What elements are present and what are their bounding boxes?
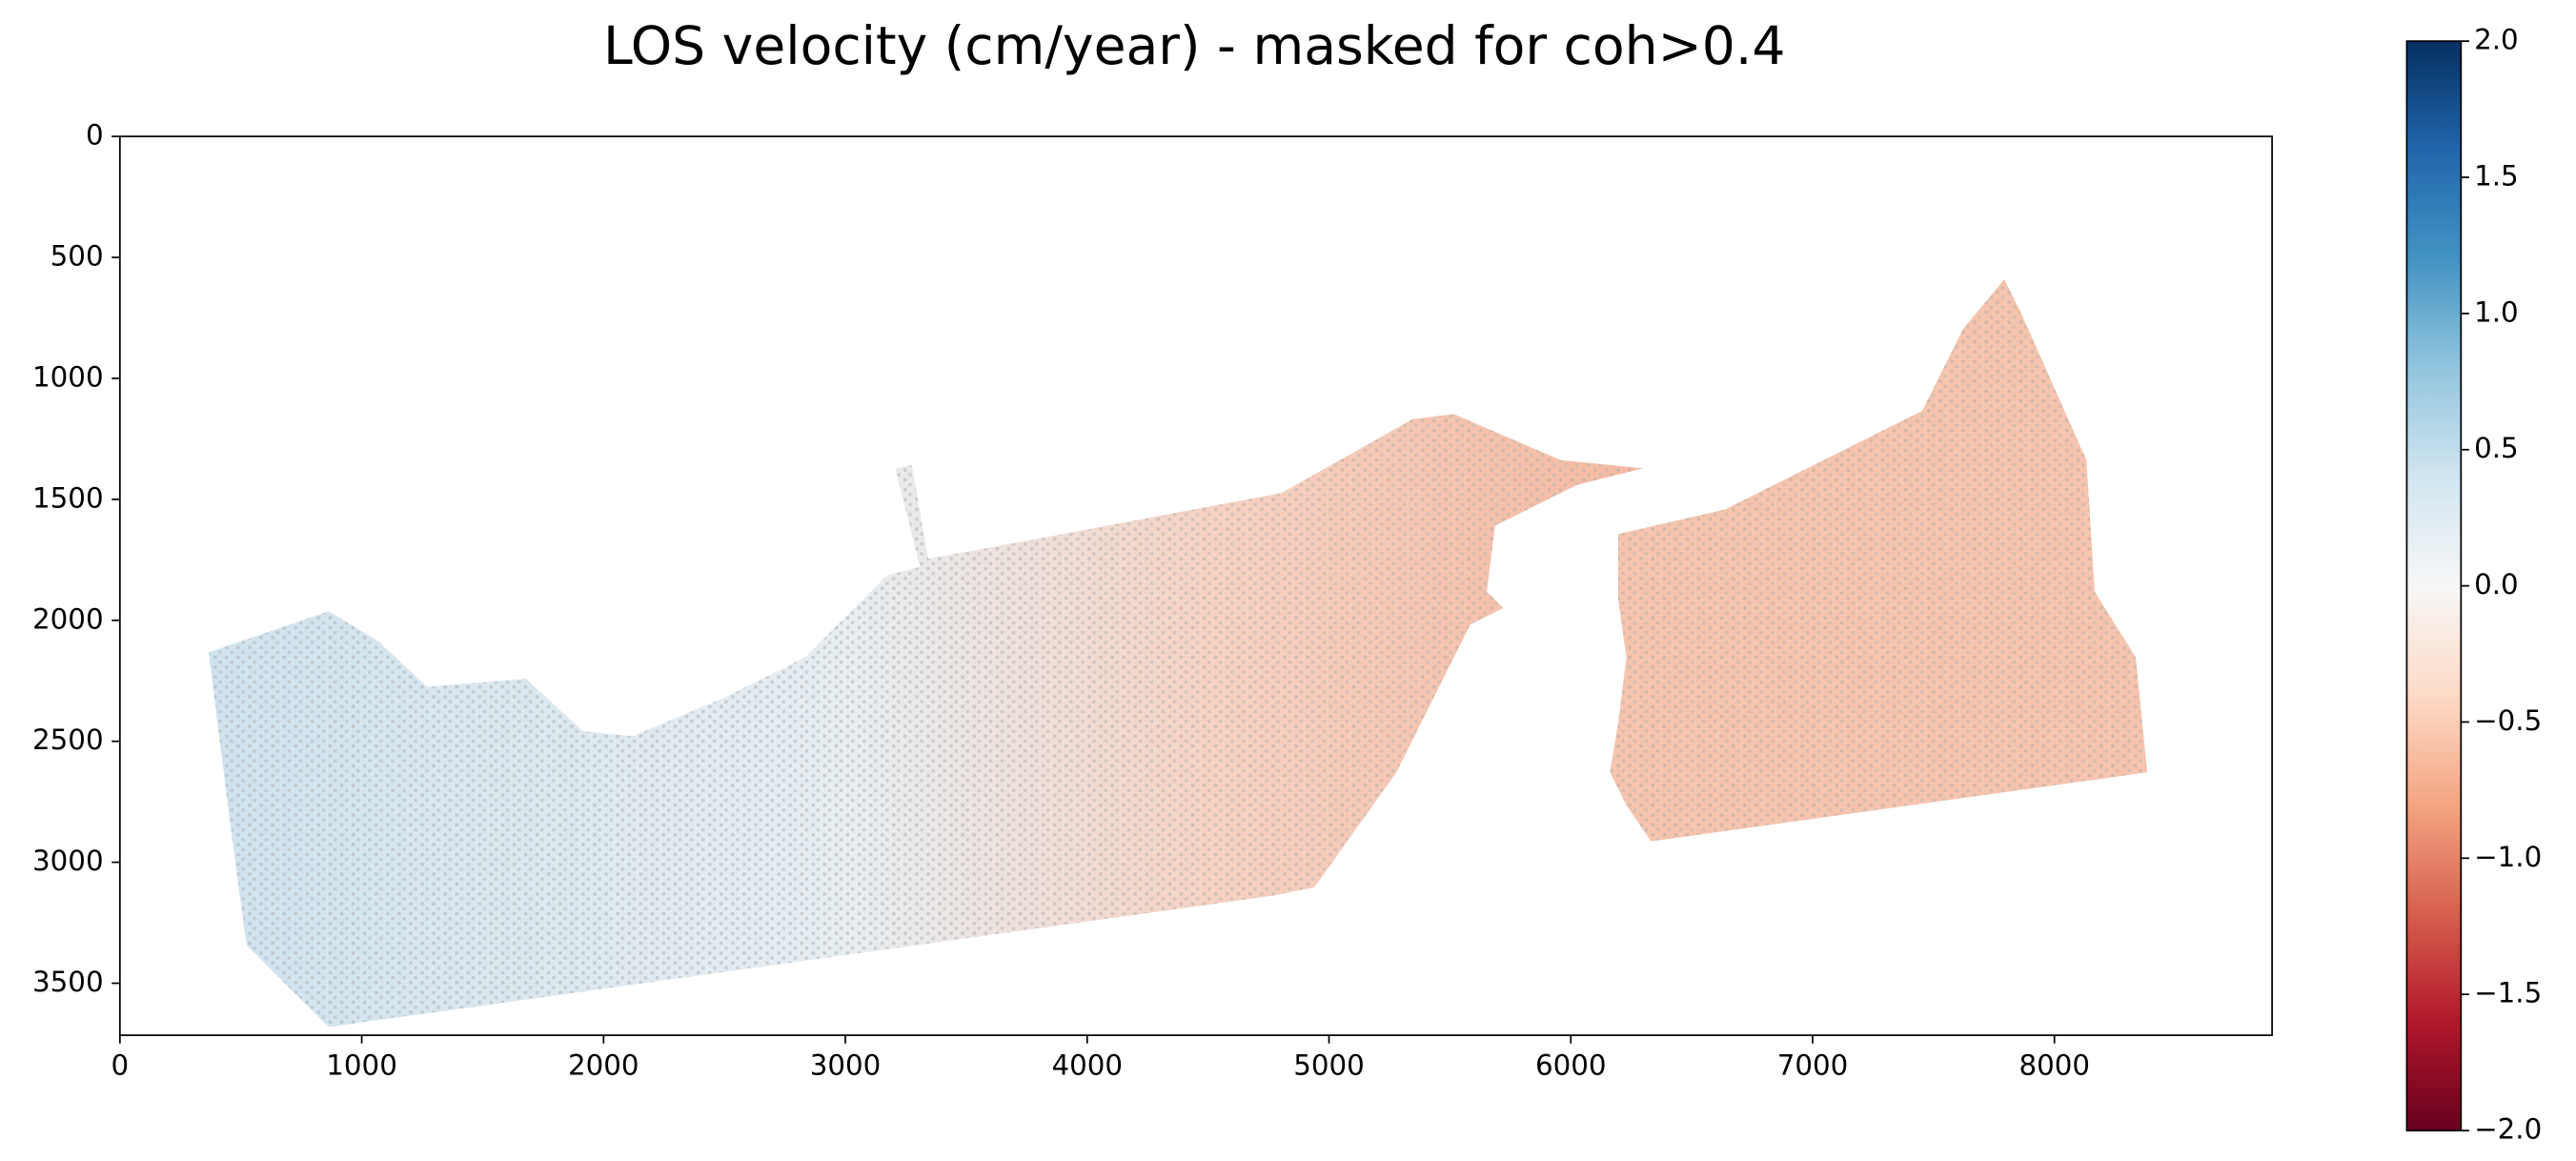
colorbar-tick-label: 0.5 (2474, 432, 2519, 464)
chart-title: LOS velocity (cm/year) - masked for coh>… (603, 16, 1786, 77)
y-tick-label: 1500 (32, 481, 104, 514)
colorbar-tick-label: −2.0 (2474, 1113, 2542, 1146)
y-tick-label: 2000 (32, 602, 104, 635)
colorbar-tick-label: 2.0 (2474, 24, 2519, 56)
y-tick-label: 0 (86, 119, 104, 152)
x-tick-label: 5000 (1293, 1049, 1365, 1081)
y-tick-label: 500 (51, 240, 104, 273)
x-tick-label: 2000 (568, 1049, 639, 1081)
x-tick-label: 4000 (1052, 1049, 1124, 1081)
y-tick-label: 2500 (32, 723, 104, 756)
x-tick-label: 8000 (2018, 1049, 2090, 1081)
y-tick-label: 3000 (32, 845, 104, 877)
colorbar-tick-label: −1.5 (2474, 977, 2542, 1009)
x-tick-label: 0 (112, 1049, 130, 1081)
x-tick-label: 3000 (810, 1049, 882, 1081)
x-tick-label: 7000 (1777, 1049, 1849, 1081)
x-tick-label: 1000 (326, 1049, 397, 1081)
colorbar (2405, 40, 2463, 1131)
axes-frame (118, 135, 2273, 1036)
colorbar-tick-label: −1.0 (2474, 841, 2542, 873)
colorbar-tick-label: 1.5 (2474, 160, 2519, 193)
colorbar-tick-label: 1.0 (2474, 295, 2519, 328)
colorbar-tick-label: 0.0 (2474, 568, 2519, 601)
x-tick-label: 6000 (1535, 1049, 1607, 1081)
map-image (208, 279, 2148, 1028)
y-tick-label: 3500 (32, 966, 104, 998)
y-tick-label: 1000 (32, 360, 104, 393)
colorbar-tick-label: −0.5 (2474, 704, 2542, 737)
